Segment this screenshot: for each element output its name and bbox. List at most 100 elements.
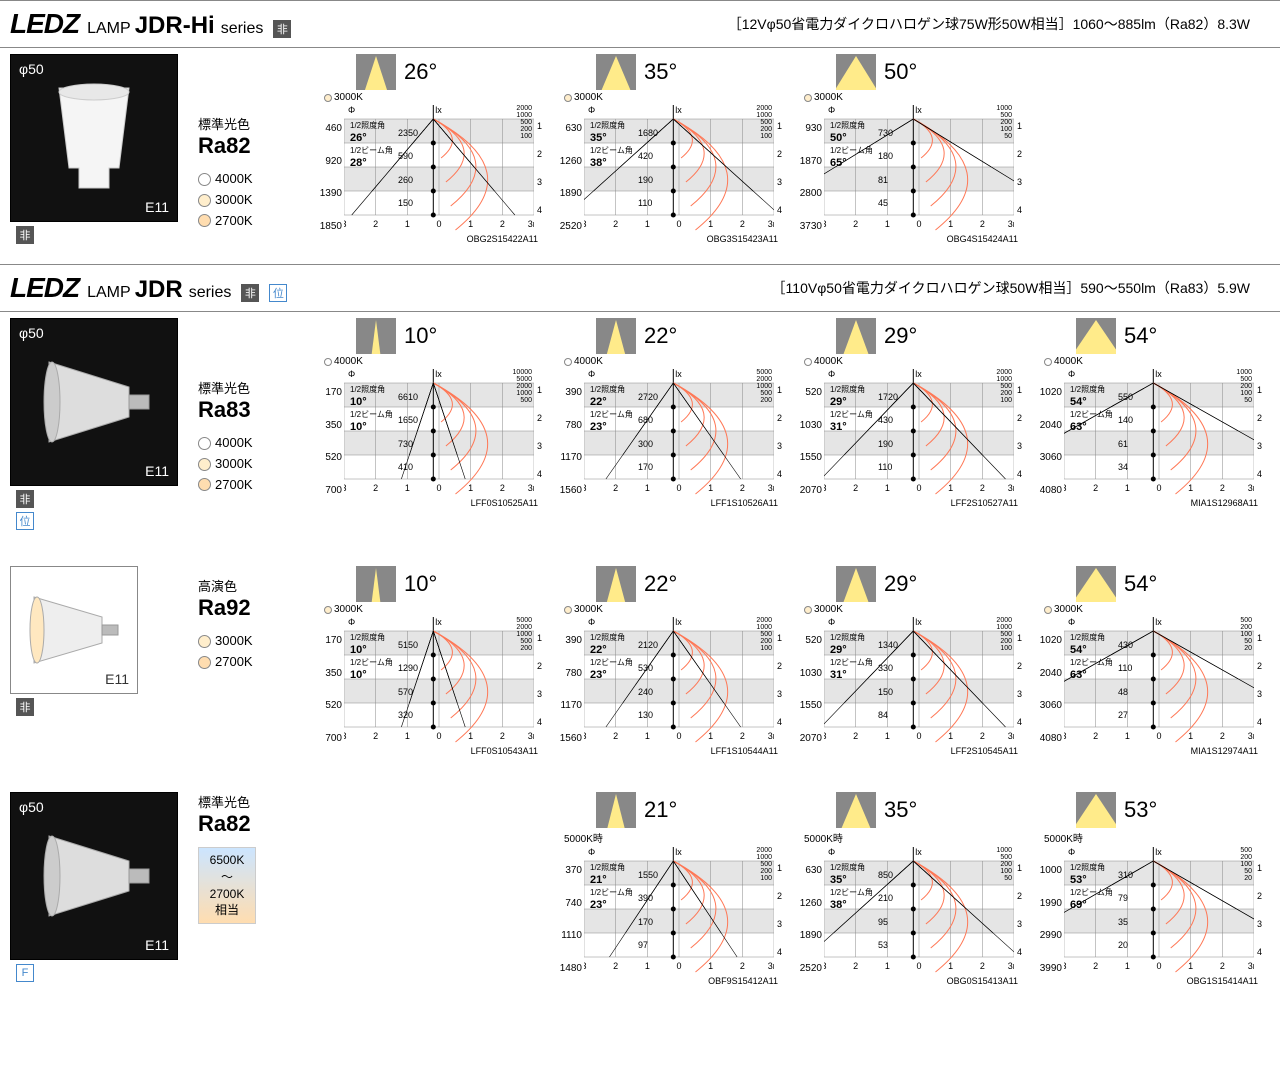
temp-label: 2700K xyxy=(215,475,253,496)
row-numbers: 1234 xyxy=(1017,633,1022,727)
lx-scale: 5002001005020 xyxy=(1240,617,1252,652)
temp-item: 3000K xyxy=(198,190,308,211)
kelvin-label: 4000K xyxy=(804,356,1026,367)
svg-text:2: 2 xyxy=(373,731,378,741)
svg-text:2: 2 xyxy=(980,731,985,741)
series-header-jdrhi: LEDZ LAMP JDR-Hi series 非 ［12Vφ50省電力ダイクロ… xyxy=(0,0,1280,48)
lx-scale: 100050020010050 xyxy=(996,105,1012,140)
series-name: JDR xyxy=(135,276,183,304)
chart-block: 53° 5000K時 1000199029903990 lxΦ3210123m … xyxy=(1036,792,1266,986)
ra-value: Ra82 xyxy=(198,133,308,159)
svg-text:3m: 3m xyxy=(768,219,774,229)
light-type: 標準光色 xyxy=(198,792,308,811)
temp-label: 4000K xyxy=(215,169,253,190)
kelvin-label: 3000K xyxy=(804,92,1026,103)
beam-angle-icon xyxy=(836,54,876,90)
svg-text:1: 1 xyxy=(645,219,650,229)
svg-text:2: 2 xyxy=(613,219,618,229)
temp-label: 3000K xyxy=(215,190,253,211)
svg-text:3m: 3m xyxy=(768,731,774,741)
angle-value: 26° xyxy=(404,59,437,85)
temp-item: 2700K xyxy=(198,475,308,496)
chart-block: 29° 4000K 520103015502070 lxΦ3210123m 1/… xyxy=(796,318,1026,530)
kelvin-label: 4000K xyxy=(564,356,786,367)
svg-text:2: 2 xyxy=(373,219,378,229)
svg-text:0: 0 xyxy=(916,731,921,741)
lx-scale: 20001000500200100 xyxy=(756,617,772,652)
center-values: 1720430190110 xyxy=(878,385,898,479)
temp-label: 2700K xyxy=(215,211,253,232)
chart-block: 21° 5000K時 37074011101480 lxΦ3210123m 1/… xyxy=(556,792,786,986)
badge-below: 非 xyxy=(16,698,34,716)
angle-value: 21° xyxy=(644,797,677,823)
svg-text:2: 2 xyxy=(373,483,378,493)
row-numbers: 1234 xyxy=(777,121,782,215)
svg-text:3m: 3m xyxy=(768,483,774,493)
socket-label: E11 xyxy=(145,463,169,479)
badge-i: 位 xyxy=(269,284,287,302)
svg-text:1: 1 xyxy=(405,219,410,229)
svg-text:1: 1 xyxy=(885,961,890,971)
y-axis-labels: 1000199029903990 xyxy=(1036,845,1064,976)
lx-scale: 20001000500200100 xyxy=(996,369,1012,404)
svg-text:0: 0 xyxy=(916,483,921,493)
beam-angle-icon xyxy=(596,566,636,602)
svg-text:0: 0 xyxy=(676,219,681,229)
svg-text:Φ: Φ xyxy=(348,617,355,627)
chart-code: LFF2S10527A11 xyxy=(796,498,1026,508)
row-numbers: 1234 xyxy=(1017,385,1022,479)
svg-text:3m: 3m xyxy=(1248,483,1254,493)
y-axis-labels: 520103015502070 xyxy=(796,367,824,498)
brand-logo: LEDZ xyxy=(10,8,79,40)
svg-text:0: 0 xyxy=(1156,731,1161,741)
center-values: 5501406134 xyxy=(1118,385,1133,479)
svg-text:2: 2 xyxy=(740,483,745,493)
svg-text:lx: lx xyxy=(435,369,442,379)
svg-text:2: 2 xyxy=(980,219,985,229)
y-axis-labels: 37074011101480 xyxy=(556,845,584,976)
svg-text:lx: lx xyxy=(1155,369,1162,379)
svg-text:0: 0 xyxy=(1156,483,1161,493)
lx-scale: 100050020010050 xyxy=(1236,369,1252,404)
row-numbers: 1234 xyxy=(1257,633,1262,727)
y-axis-labels: 630126018902520 xyxy=(796,845,824,976)
row-numbers: 1234 xyxy=(777,863,782,957)
center-values: 51501290570320 xyxy=(398,633,418,727)
chart-code: MIA1S12974A11 xyxy=(1036,746,1266,756)
angle-value: 50° xyxy=(884,59,917,85)
svg-text:3m: 3m xyxy=(1008,731,1014,741)
svg-text:3: 3 xyxy=(344,219,347,229)
svg-text:lx: lx xyxy=(915,369,922,379)
y-axis-labels: 39078011701560 xyxy=(556,367,584,498)
y-axis-labels: 1020204030604080 xyxy=(1036,367,1064,498)
light-type: 標準光色 xyxy=(198,114,308,133)
svg-text:lx: lx xyxy=(435,105,442,115)
svg-text:1: 1 xyxy=(885,731,890,741)
row-numbers: 1234 xyxy=(1017,121,1022,215)
lamp-illustration xyxy=(39,78,149,198)
info-col: 標準光色 Ra82 4000K3000K2700K xyxy=(198,54,308,244)
chart-block: 35° 3000K 630126018902520 lxΦ3210123m 1/… xyxy=(556,54,786,244)
kelvin-label: 3000K xyxy=(1044,604,1266,615)
polar-info: 1/2照度角50°1/2ビーム角65° xyxy=(830,121,873,170)
beam-angle-icon xyxy=(1076,318,1116,354)
socket-label: E11 xyxy=(145,199,169,215)
temp-gradient: 6500K～2700K相当 xyxy=(198,847,256,924)
svg-text:3m: 3m xyxy=(1008,483,1014,493)
svg-text:3m: 3m xyxy=(528,731,534,741)
row-numbers: 1234 xyxy=(777,633,782,727)
phi-label: φ50 xyxy=(19,325,44,341)
light-type: 高演色 xyxy=(198,576,308,595)
svg-text:Φ: Φ xyxy=(828,105,835,115)
lx-scale: 20001000500200100 xyxy=(756,105,772,140)
svg-text:2: 2 xyxy=(980,961,985,971)
beam-angle-icon xyxy=(356,566,396,602)
kelvin-label: 3000K xyxy=(324,604,546,615)
svg-text:1: 1 xyxy=(468,731,473,741)
polar-info: 1/2照度角53°1/2ビーム角69° xyxy=(1070,863,1113,912)
svg-text:3: 3 xyxy=(1064,961,1067,971)
svg-text:0: 0 xyxy=(676,731,681,741)
svg-text:lx: lx xyxy=(435,617,442,627)
beam-angle-icon xyxy=(356,54,396,90)
svg-text:0: 0 xyxy=(1156,961,1161,971)
